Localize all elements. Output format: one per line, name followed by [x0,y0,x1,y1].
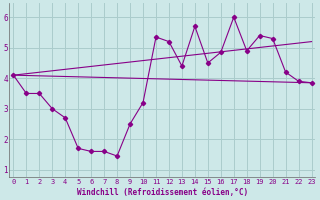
X-axis label: Windchill (Refroidissement éolien,°C): Windchill (Refroidissement éolien,°C) [77,188,248,197]
